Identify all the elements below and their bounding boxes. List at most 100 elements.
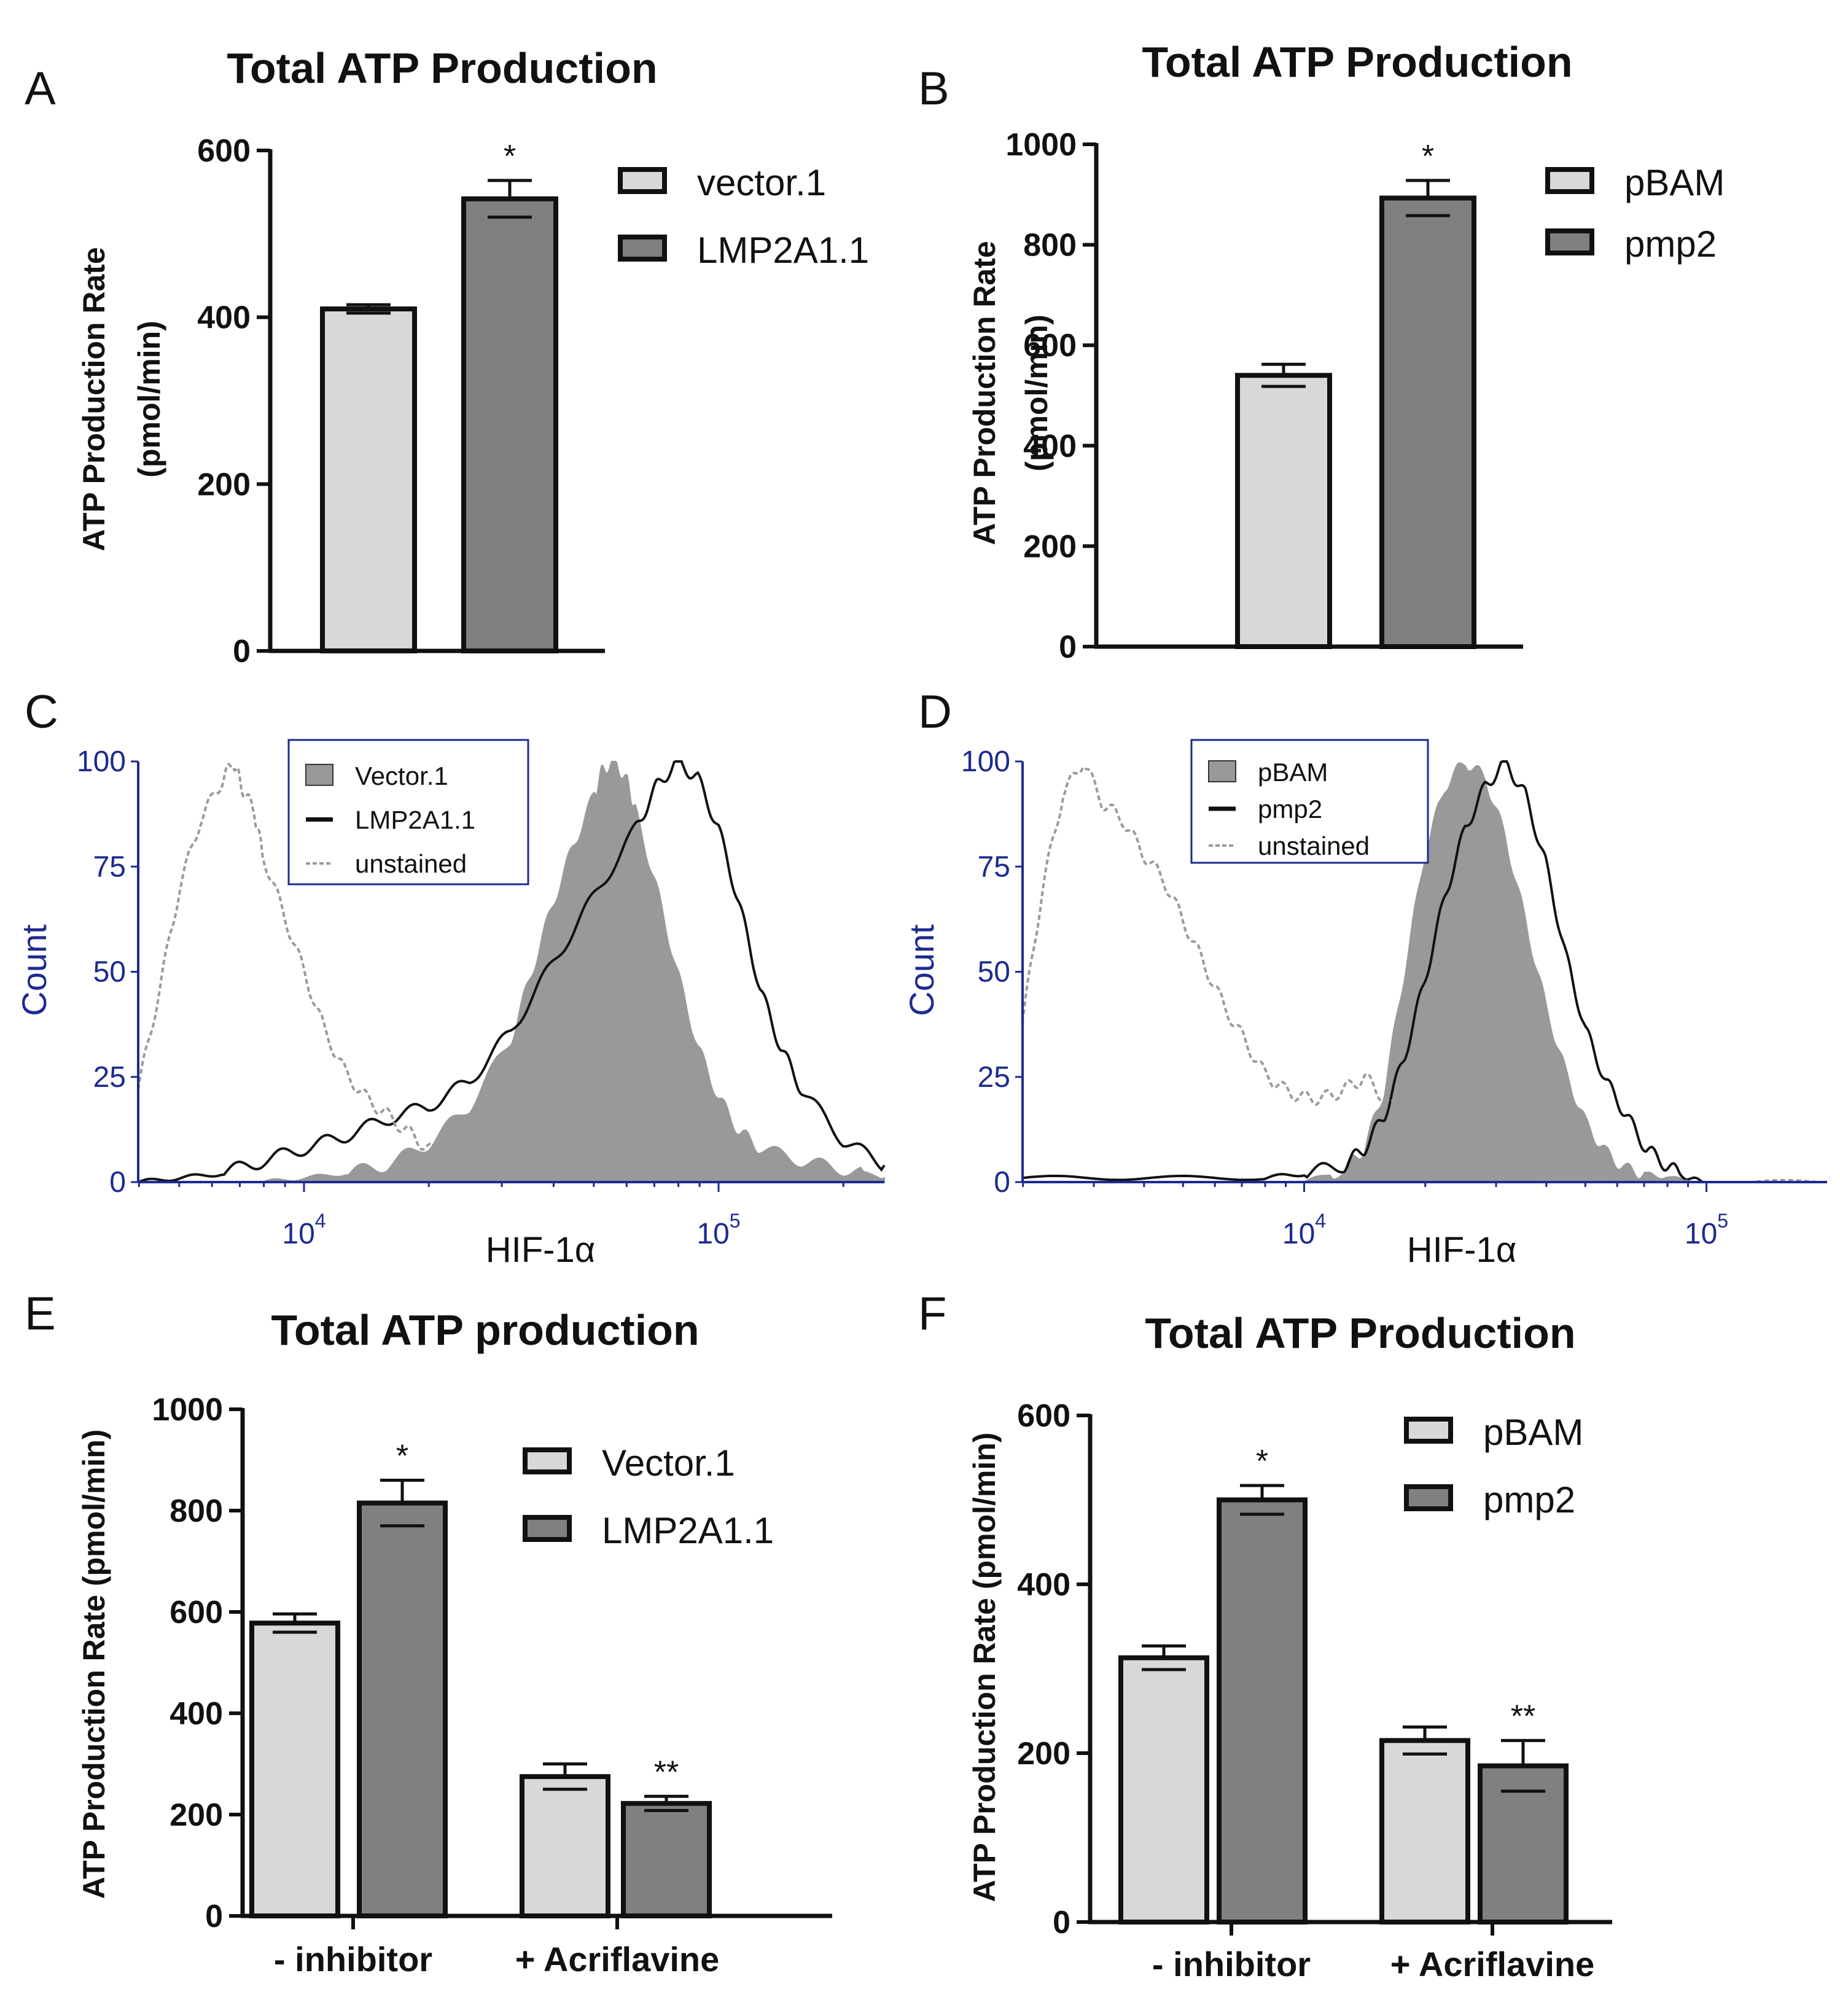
y-tick-label: 400 bbox=[170, 1696, 223, 1732]
bar-Vector.1 bbox=[520, 1774, 610, 1918]
y-tick-label: 0 bbox=[1059, 629, 1077, 665]
bar-LMP2A1.1 bbox=[621, 1800, 712, 1919]
legend-swatch bbox=[305, 763, 333, 786]
histogram-pmp2 bbox=[1022, 760, 1707, 1183]
bar-Vector.1 bbox=[249, 1621, 340, 1918]
significance-mark: * bbox=[396, 1439, 408, 1474]
legend-label: pBAM bbox=[1483, 1412, 1583, 1453]
panel-label: F bbox=[918, 1288, 946, 1340]
legend-label: LMP2A1.1 bbox=[355, 806, 475, 835]
y-tick-label: 200 bbox=[170, 1797, 223, 1833]
panel-label: E bbox=[25, 1288, 56, 1340]
y-tick-label: 600 bbox=[1023, 328, 1077, 364]
panel-D: D 0 25 50 75 100 104 105 Count HIF-1α pBAM pmp2 unst… bbox=[902, 686, 1827, 1270]
legend-swatch bbox=[523, 1515, 572, 1542]
y-tick-label: 50 bbox=[978, 956, 1010, 989]
legend-label: pmp2 bbox=[1483, 1479, 1575, 1520]
x-axis-label: HIF-1α bbox=[486, 1230, 596, 1270]
y-tick-label: 25 bbox=[978, 1061, 1010, 1094]
y-axis-label: Count bbox=[902, 924, 941, 1016]
y-tick-label: 0 bbox=[205, 1899, 223, 1934]
x-tick-label: 105 bbox=[696, 1210, 740, 1250]
y-tick-label: 100 bbox=[961, 745, 1010, 778]
bar-LMP2A1.1 bbox=[357, 1500, 448, 1918]
legend-label: Vector.1 bbox=[355, 761, 448, 790]
bar-pmp2 bbox=[1217, 1497, 1308, 1925]
legend-swatch bbox=[1208, 760, 1236, 782]
bar-vector.1 bbox=[320, 306, 417, 654]
significance-mark: ** bbox=[654, 1754, 679, 1790]
legend-label: LMP2A1.1 bbox=[602, 1510, 774, 1551]
significance-mark: * bbox=[1422, 139, 1434, 174]
histogram-unstained bbox=[137, 763, 450, 1169]
legend-label: pBAM bbox=[1624, 162, 1725, 203]
histogram-pBAM bbox=[1301, 762, 1707, 1183]
x-tick-label: 104 bbox=[1282, 1210, 1326, 1250]
x-tick-label: 104 bbox=[282, 1210, 326, 1250]
significance-mark: * bbox=[1256, 1444, 1268, 1479]
y-axis-label: ATP Production Rate bbox=[967, 241, 1002, 545]
y-tick-label: 200 bbox=[1023, 529, 1077, 564]
legend-swatch bbox=[618, 235, 667, 262]
legend-label: pmp2 bbox=[1624, 224, 1717, 265]
legend-label: Vector.1 bbox=[602, 1442, 735, 1484]
bar-pBAM bbox=[1235, 373, 1332, 650]
y-tick-label: 800 bbox=[170, 1493, 223, 1529]
legend-label: pBAM bbox=[1258, 758, 1328, 787]
legend-swatch bbox=[1545, 228, 1594, 255]
legend-swatch bbox=[1404, 1484, 1453, 1511]
category-label: + Acriflavine bbox=[1390, 1945, 1595, 1983]
panel-label: B bbox=[918, 63, 949, 115]
legend-label: unstained bbox=[1258, 831, 1370, 860]
legend-swatch bbox=[1545, 167, 1594, 194]
legend-label: unstained bbox=[355, 849, 467, 878]
y-tick-label: 1000 bbox=[1005, 127, 1077, 163]
y-axis-label-units: (pmol/min) bbox=[132, 321, 166, 478]
chart-title: Total ATP Production bbox=[1145, 1309, 1575, 1357]
y-tick-label: 400 bbox=[197, 300, 251, 336]
legend-label: vector.1 bbox=[697, 162, 826, 203]
y-tick-label: 50 bbox=[93, 956, 126, 989]
legend-swatch bbox=[523, 1447, 572, 1474]
panel-F: F Total ATP Production 0 200 400 600 ATP Produ… bbox=[918, 1288, 1612, 1983]
bar-pmp2 bbox=[1379, 195, 1476, 649]
significance-mark: ** bbox=[1511, 1699, 1535, 1734]
y-axis-label: ATP Production Rate (pmol/min) bbox=[77, 1430, 111, 1899]
y-tick-label: 25 bbox=[93, 1061, 126, 1094]
y-tick-label: 75 bbox=[978, 850, 1010, 883]
chart-title: Total ATP production bbox=[271, 1306, 699, 1354]
legend-swatch bbox=[618, 167, 667, 194]
panel-E: E Total ATP production 0 200 400 600 800 1000 AT… bbox=[25, 1288, 832, 1979]
chart-title: Total ATP Production bbox=[227, 44, 657, 92]
panel-label: A bbox=[25, 63, 56, 115]
y-tick-label: 400 bbox=[1017, 1567, 1070, 1603]
category-label: - inhibitor bbox=[274, 1940, 432, 1979]
y-axis-label: ATP Production Rate (pmol/min) bbox=[967, 1433, 1002, 1902]
y-tick-label: 0 bbox=[233, 634, 251, 669]
y-tick-label: 0 bbox=[109, 1166, 126, 1199]
y-axis-label: ATP Production Rate bbox=[77, 247, 111, 551]
legend-label: LMP2A1.1 bbox=[697, 230, 869, 271]
panel-A: A Total ATP Production 0 200 400 600 ATP Produ… bbox=[25, 44, 869, 669]
histogram-LMP2A1.1 bbox=[138, 760, 886, 1183]
chart-title: Total ATP Production bbox=[1142, 38, 1572, 86]
y-tick-label: 600 bbox=[1017, 1398, 1070, 1434]
x-tick-label: 105 bbox=[1685, 1210, 1728, 1250]
significance-mark: * bbox=[504, 139, 516, 174]
y-axis-label-units: (pmol/min) bbox=[1019, 314, 1054, 472]
y-tick-label: 200 bbox=[1017, 1736, 1070, 1772]
y-tick-label: 75 bbox=[93, 850, 126, 883]
y-tick-label: 0 bbox=[1053, 1905, 1070, 1940]
panel-label: D bbox=[918, 686, 952, 738]
y-axis-label: Count bbox=[15, 924, 53, 1016]
y-tick-label: 100 bbox=[77, 745, 126, 778]
histogram-unstained bbox=[1021, 765, 1827, 1183]
y-tick-label: 600 bbox=[170, 1595, 223, 1630]
bar-pmp2 bbox=[1478, 1763, 1569, 1925]
legend-label: pmp2 bbox=[1258, 795, 1322, 823]
y-tick-label: 800 bbox=[1023, 228, 1077, 263]
histogram-Vector.1 bbox=[262, 761, 885, 1183]
x-axis-label: HIF-1α bbox=[1407, 1230, 1517, 1270]
bar-pBAM bbox=[1379, 1738, 1470, 1925]
